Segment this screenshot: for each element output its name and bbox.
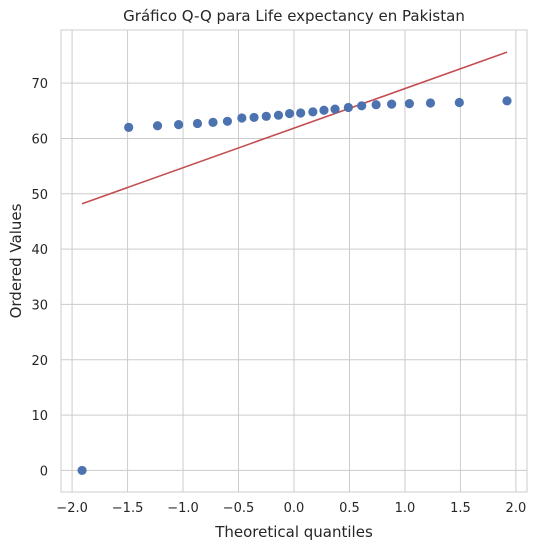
y-tick-labels: 0 10 20 30 40 50 60 70 xyxy=(31,77,48,479)
y-tick-label: 30 xyxy=(31,298,48,313)
y-tick-label: 20 xyxy=(31,354,48,369)
data-point xyxy=(330,104,340,114)
chart-title: Gráfico Q-Q para Life expectancy en Paki… xyxy=(123,7,465,25)
data-point xyxy=(124,122,134,132)
data-point xyxy=(249,112,259,123)
data-point xyxy=(208,117,218,127)
x-tick-label: 0.5 xyxy=(339,501,360,516)
data-point xyxy=(502,96,512,106)
axes-frame xyxy=(60,29,528,493)
data-point xyxy=(296,108,306,118)
data-point xyxy=(273,110,284,120)
x-tick-label: −1.5 xyxy=(112,501,144,516)
x-tick-label: −1.0 xyxy=(167,501,199,516)
data-point xyxy=(425,98,436,108)
data-point xyxy=(371,100,381,110)
data-point xyxy=(261,111,271,121)
y-tick-label: 10 xyxy=(31,409,48,424)
x-tick-label: 1.5 xyxy=(450,501,471,516)
data-point xyxy=(222,116,233,126)
x-tick-label: −0.5 xyxy=(223,501,255,516)
data-point xyxy=(308,107,318,117)
data-point xyxy=(284,108,295,119)
data-points-layer xyxy=(77,96,512,476)
data-point xyxy=(192,118,203,129)
data-point xyxy=(77,465,87,476)
data-point xyxy=(387,99,397,109)
y-tick-label: 60 xyxy=(31,132,48,147)
y-tick-label: 40 xyxy=(31,243,48,258)
y-tick-label: 50 xyxy=(31,188,48,203)
data-point xyxy=(319,105,329,115)
x-tick-label: −2.0 xyxy=(56,501,88,516)
data-point xyxy=(357,101,367,111)
data-point xyxy=(404,98,414,109)
x-tick-label: 2.0 xyxy=(506,501,527,516)
x-tick-label: 0.0 xyxy=(284,501,305,516)
x-tick-label: 1.0 xyxy=(395,501,416,516)
x-axis-label: Theoretical quantiles xyxy=(214,523,373,541)
y-tick-label: 70 xyxy=(31,77,48,92)
data-point xyxy=(343,102,353,113)
data-point xyxy=(152,121,163,131)
data-point xyxy=(454,97,464,108)
fit-line-layer xyxy=(81,51,508,205)
data-point xyxy=(237,113,247,123)
fit-line xyxy=(81,51,508,205)
y-tick-label: 0 xyxy=(40,464,48,479)
y-axis-label: Ordered Values xyxy=(7,203,25,318)
data-point xyxy=(174,120,184,130)
x-tick-labels: −2.0 −1.5 −1.0 −0.5 0.0 0.5 1.0 1.5 2.0 xyxy=(56,501,526,516)
